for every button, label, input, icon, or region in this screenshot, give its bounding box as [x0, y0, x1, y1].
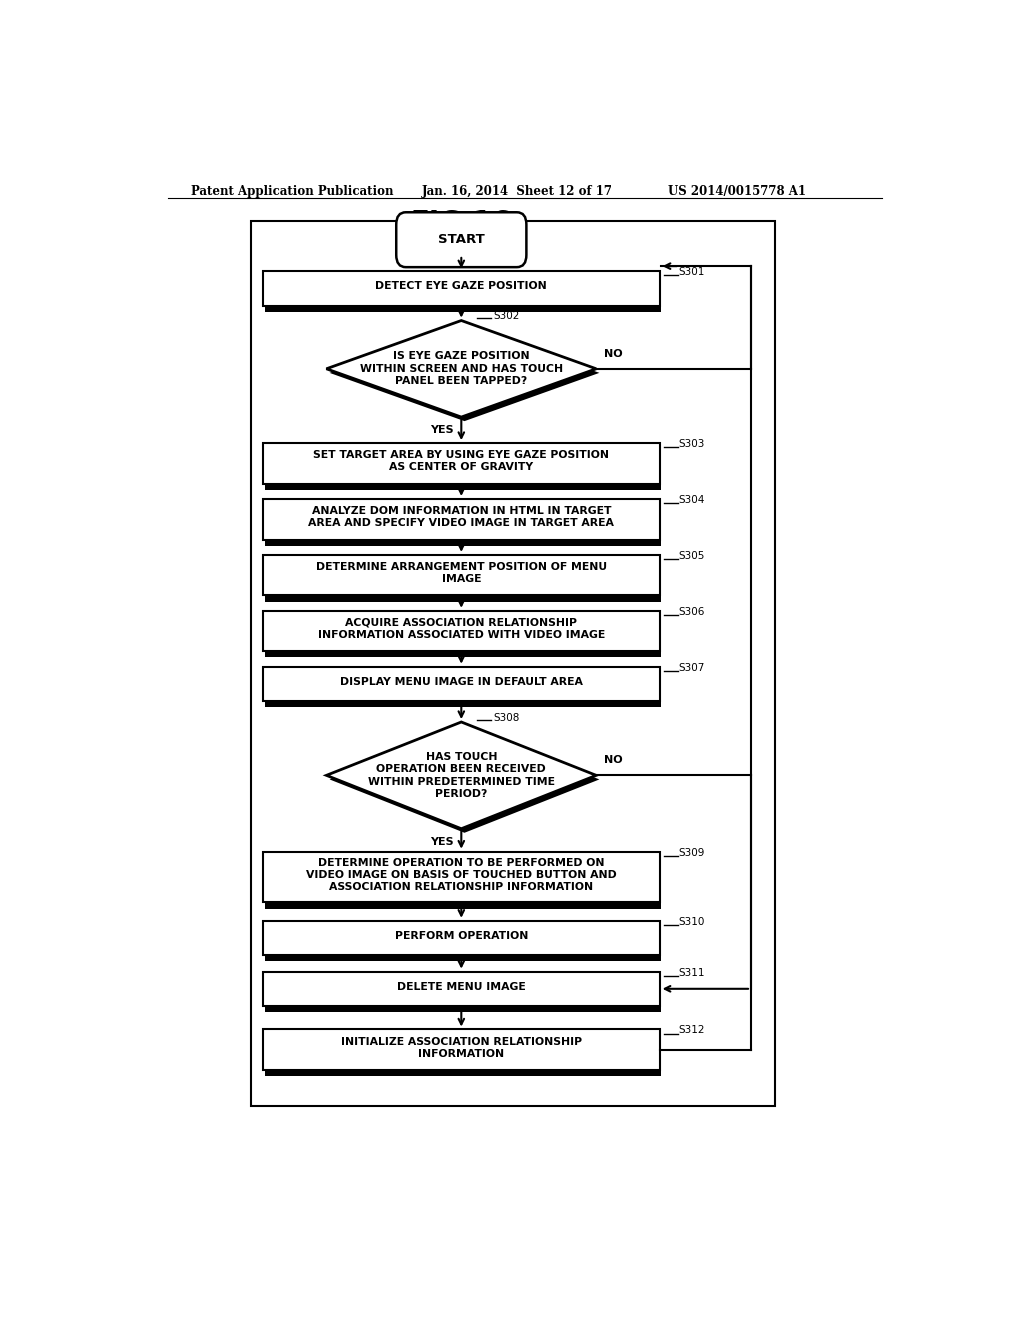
Bar [263, 444, 659, 483]
Text: DETERMINE OPERATION TO BE PERFORMED ON
VIDEO IMAGE ON BASIS OF TOUCHED BUTTON AN: DETERMINE OPERATION TO BE PERFORMED ON V… [306, 858, 616, 892]
Text: S306: S306 [679, 607, 706, 616]
Text: HAS TOUCH
OPERATION BEEN RECEIVED
WITHIN PREDETERMINED TIME
PERIOD?: HAS TOUCH OPERATION BEEN RECEIVED WITHIN… [368, 752, 555, 799]
Text: S311: S311 [679, 968, 706, 978]
Polygon shape [330, 726, 599, 833]
Text: S305: S305 [679, 550, 706, 561]
Text: DELETE MENU IMAGE: DELETE MENU IMAGE [397, 982, 525, 991]
Text: YES: YES [430, 837, 454, 847]
Polygon shape [327, 722, 596, 829]
Bar [265, 1005, 662, 1012]
Text: ANALYZE DOM INFORMATION IN HTML IN TARGET
AREA AND SPECIFY VIDEO IMAGE IN TARGET: ANALYZE DOM INFORMATION IN HTML IN TARGE… [308, 506, 614, 528]
Bar [263, 1030, 659, 1071]
Text: START: START [438, 234, 484, 247]
Bar [263, 499, 659, 540]
Text: S309: S309 [679, 847, 706, 858]
Bar [265, 954, 662, 961]
Bar [265, 902, 662, 908]
Bar [263, 554, 659, 595]
Text: NO: NO [604, 755, 623, 766]
Bar [265, 700, 662, 708]
Bar [251, 222, 775, 1106]
Text: S310: S310 [679, 916, 706, 927]
Text: S312: S312 [679, 1026, 706, 1035]
Bar [263, 611, 659, 651]
Text: S308: S308 [494, 713, 519, 723]
Bar [265, 594, 662, 602]
Bar [265, 305, 662, 312]
Polygon shape [330, 325, 599, 421]
Bar [265, 539, 662, 545]
Text: S303: S303 [679, 440, 706, 449]
Text: SET TARGET AREA BY USING EYE GAZE POSITION
AS CENTER OF GRAVITY: SET TARGET AREA BY USING EYE GAZE POSITI… [313, 450, 609, 473]
Polygon shape [327, 321, 596, 417]
Text: ACQUIRE ASSOCIATION RELATIONSHIP
INFORMATION ASSOCIATED WITH VIDEO IMAGE: ACQUIRE ASSOCIATION RELATIONSHIP INFORMA… [317, 618, 605, 640]
Text: FIG.16: FIG.16 [411, 210, 512, 238]
Text: IS EYE GAZE POSITION
WITHIN SCREEN AND HAS TOUCH
PANEL BEEN TAPPED?: IS EYE GAZE POSITION WITHIN SCREEN AND H… [359, 351, 563, 387]
Bar [265, 651, 662, 657]
Text: PERFORM OPERATION: PERFORM OPERATION [394, 931, 528, 941]
Bar [263, 851, 659, 903]
Text: INITIALIZE ASSOCIATION RELATIONSHIP
INFORMATION: INITIALIZE ASSOCIATION RELATIONSHIP INFO… [341, 1036, 582, 1059]
Text: DETERMINE ARRANGEMENT POSITION OF MENU
IMAGE: DETERMINE ARRANGEMENT POSITION OF MENU I… [315, 562, 607, 585]
Text: Patent Application Publication: Patent Application Publication [191, 185, 394, 198]
Bar [263, 972, 659, 1006]
Text: US 2014/0015778 A1: US 2014/0015778 A1 [668, 185, 806, 198]
Text: S302: S302 [494, 312, 519, 322]
Text: DETECT EYE GAZE POSITION: DETECT EYE GAZE POSITION [376, 281, 547, 292]
FancyBboxPatch shape [396, 213, 526, 267]
Text: S307: S307 [679, 663, 706, 673]
Bar [263, 271, 659, 306]
Text: NO: NO [604, 348, 623, 359]
Bar [263, 667, 659, 701]
Text: DISPLAY MENU IMAGE IN DEFAULT AREA: DISPLAY MENU IMAGE IN DEFAULT AREA [340, 677, 583, 686]
Bar [265, 1069, 662, 1076]
Text: Jan. 16, 2014  Sheet 12 of 17: Jan. 16, 2014 Sheet 12 of 17 [422, 185, 612, 198]
Text: S301: S301 [679, 267, 706, 277]
Bar [265, 483, 662, 490]
Text: S304: S304 [679, 495, 706, 506]
Text: YES: YES [430, 425, 454, 436]
Bar [263, 921, 659, 956]
